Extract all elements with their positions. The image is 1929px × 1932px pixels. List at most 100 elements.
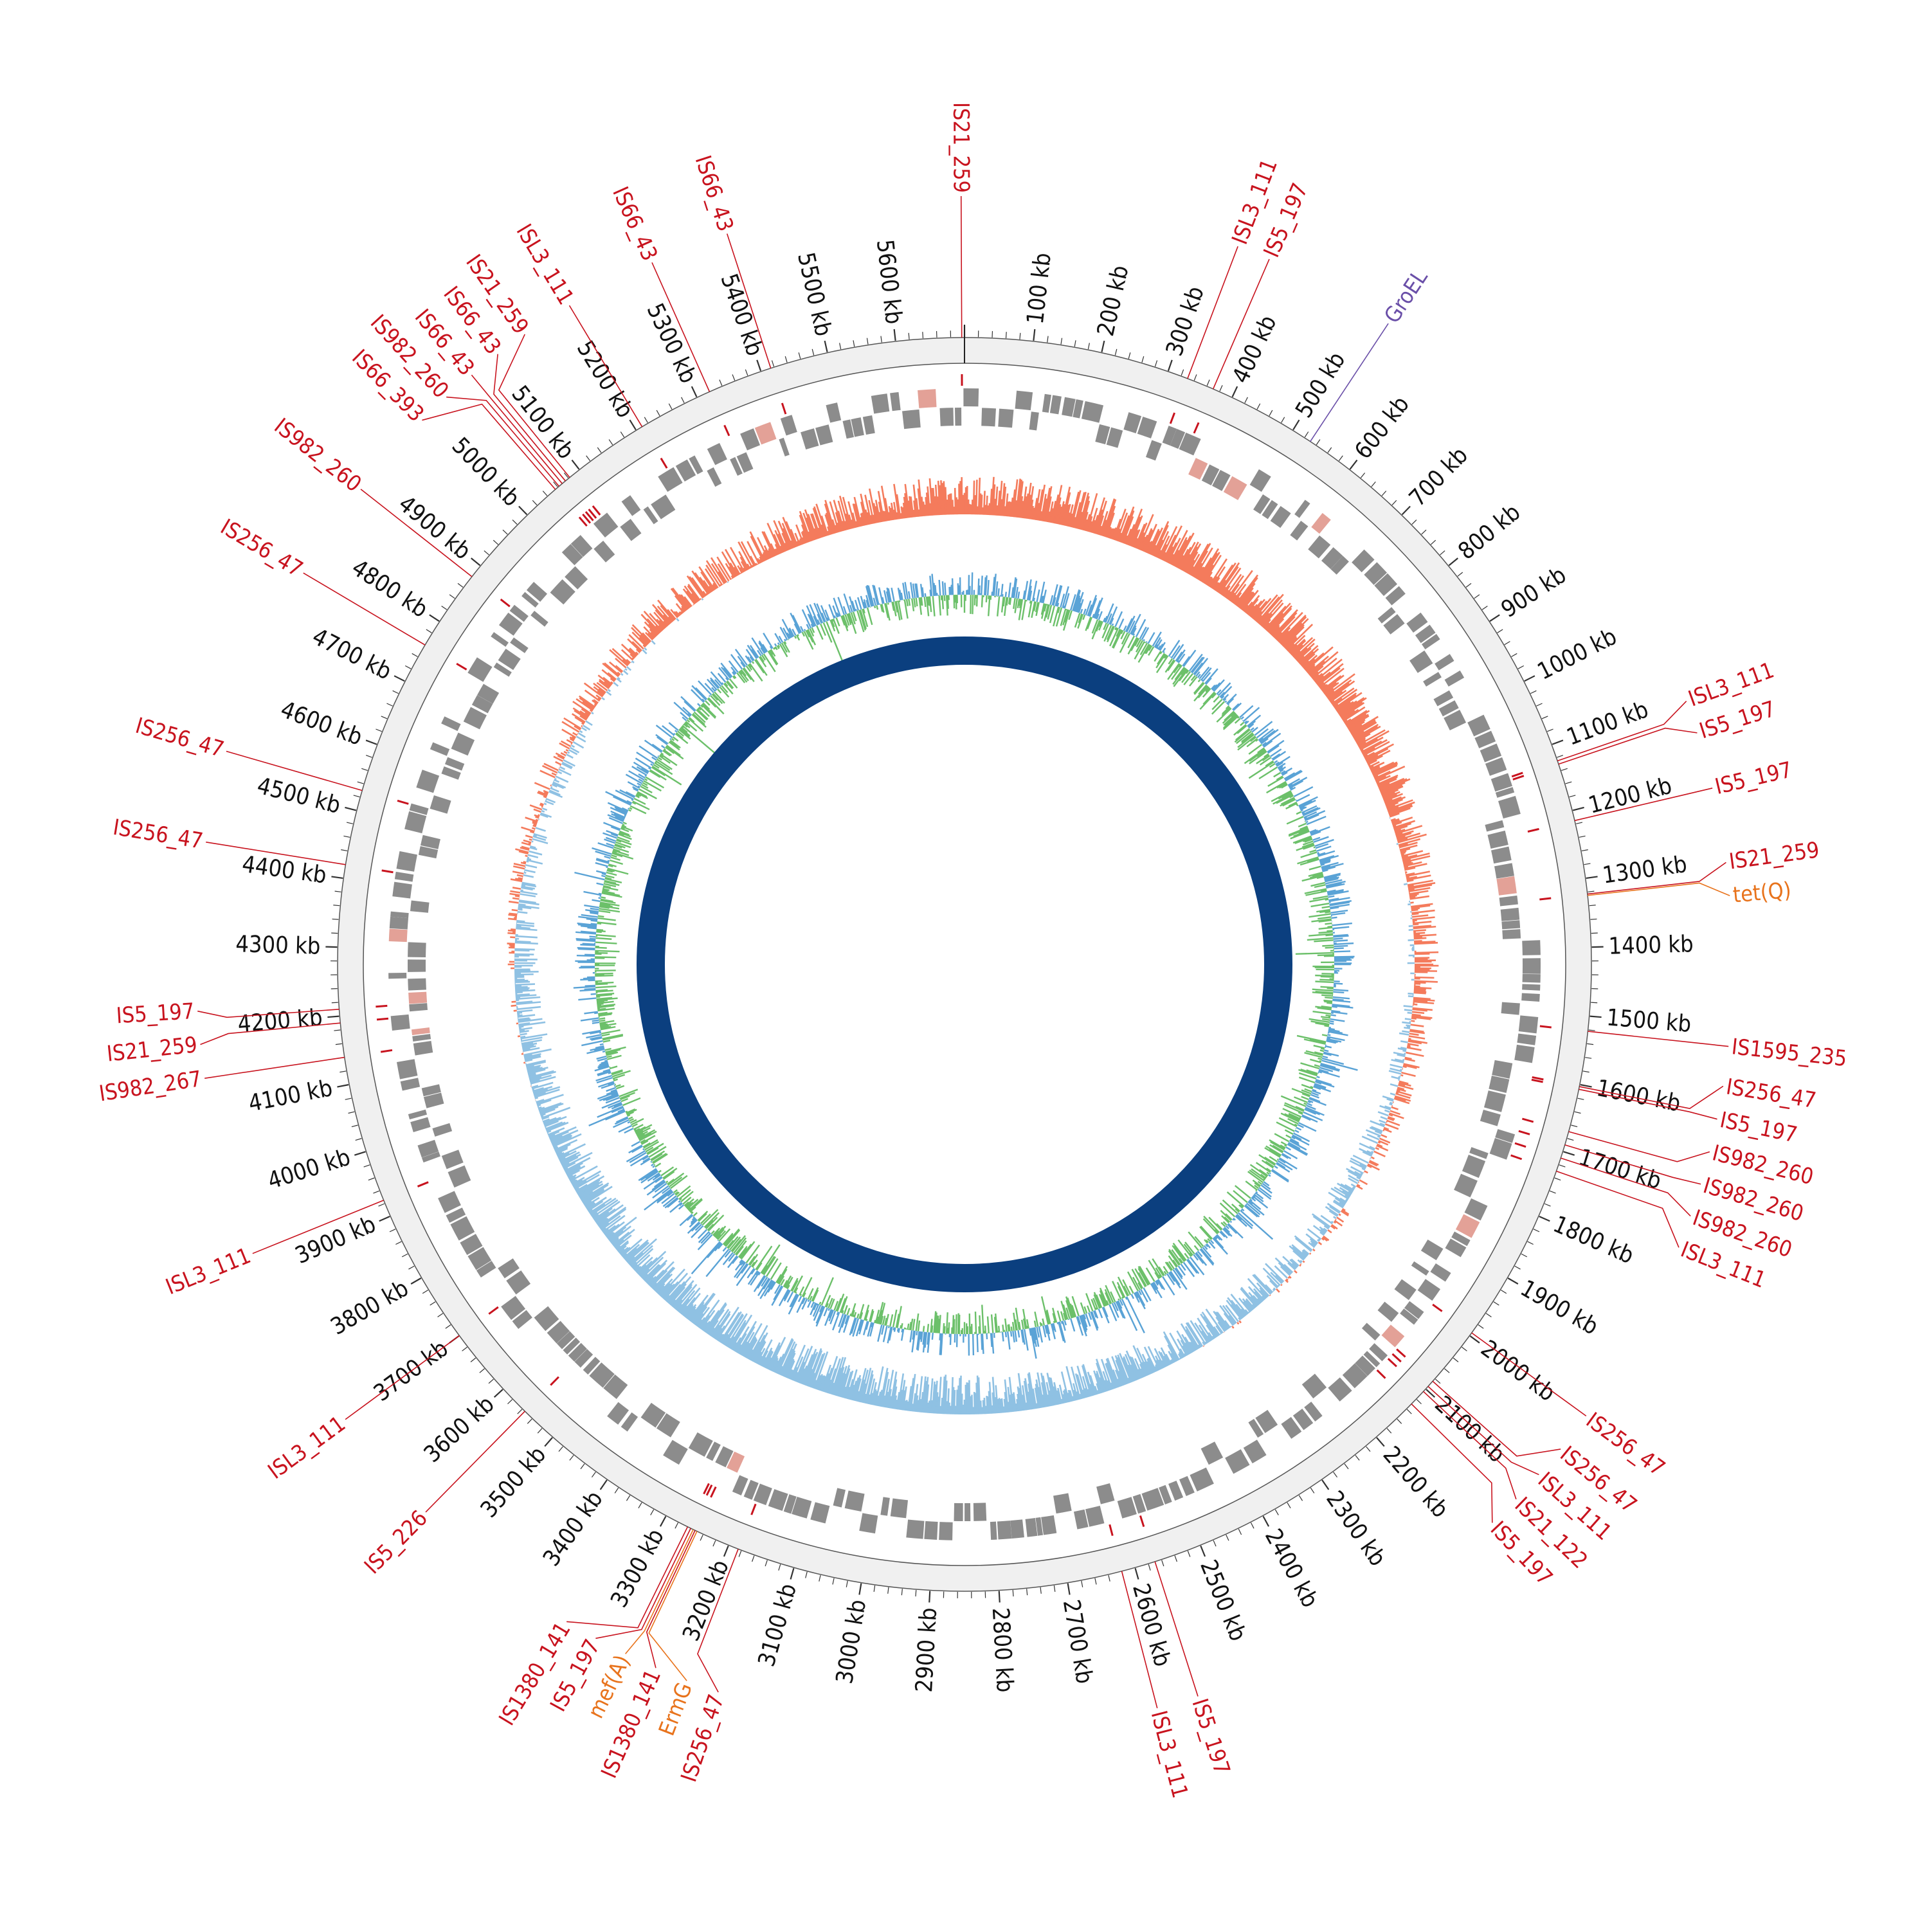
gc-content-bar <box>1170 656 1171 657</box>
minor-tick <box>390 1229 395 1232</box>
minor-tick <box>1568 1139 1574 1141</box>
gc-content-bar <box>592 1020 599 1022</box>
gc-content-bar <box>598 918 616 921</box>
gc-content-bar <box>1200 1226 1212 1239</box>
gc-content-bar <box>1330 910 1348 913</box>
gc-content-bar <box>693 1216 694 1218</box>
gene-block <box>441 716 460 731</box>
minor-tick <box>581 1464 584 1469</box>
minor-tick <box>779 1564 781 1571</box>
gc-content-bar <box>611 855 617 857</box>
gc-skew-bar <box>560 767 565 770</box>
gc-skew-bar <box>1409 1036 1425 1038</box>
major-tick <box>1033 329 1035 341</box>
gene-block <box>810 1502 829 1523</box>
gc-content-bar <box>1037 590 1040 602</box>
gc-content-bar <box>874 606 875 608</box>
minor-tick <box>408 1266 414 1269</box>
gc-content-bar <box>615 1085 620 1087</box>
gc-skew-bar <box>1408 993 1413 994</box>
gc-skew-bar <box>1232 1326 1233 1328</box>
minor-tick <box>1109 1575 1110 1582</box>
gc-content-bar <box>606 1056 611 1058</box>
gc-content-bar <box>604 856 611 858</box>
gene-block <box>891 1499 908 1519</box>
gc-content-bar <box>988 580 989 595</box>
minor-tick <box>1458 572 1463 576</box>
is-element-mark <box>1532 1077 1544 1079</box>
minor-tick <box>1299 1495 1302 1501</box>
major-tick <box>331 876 343 878</box>
gene-block <box>1042 394 1051 413</box>
gene-block <box>939 1522 953 1540</box>
gene-block <box>432 1123 452 1137</box>
gc-content-bar <box>585 910 599 912</box>
minor-tick <box>1372 482 1375 487</box>
tick-label: 3800 kb <box>327 1275 413 1341</box>
gc-content-bar <box>1225 701 1226 702</box>
gc-content-bar <box>1318 917 1331 919</box>
minor-tick <box>518 1409 522 1414</box>
gc-skew-bar <box>516 927 530 928</box>
minor-tick <box>426 629 431 633</box>
gc-content-bar <box>1024 581 1028 600</box>
gc-content-bar <box>705 701 710 705</box>
gc-content-bar <box>1103 1307 1109 1323</box>
gc-content-bar <box>1332 927 1349 929</box>
gc-skew-bar <box>511 929 516 930</box>
gene-block <box>1225 1449 1249 1474</box>
gc-content-bar <box>844 1305 847 1314</box>
minor-tick <box>335 891 341 892</box>
minor-tick <box>1257 404 1260 410</box>
gene-block <box>1491 847 1512 863</box>
gc-content-bar <box>595 957 616 958</box>
gc-skew-bar <box>1378 1142 1381 1143</box>
gc-content-bar <box>1289 777 1307 787</box>
minor-tick <box>1115 349 1116 356</box>
gc-content-bar <box>1018 1330 1019 1337</box>
gc-skew-bar <box>1353 1155 1368 1163</box>
gc-skew-bar <box>1359 1180 1367 1184</box>
gene-block <box>1411 1261 1429 1276</box>
gc-skew-bar <box>509 894 520 895</box>
gene-block <box>707 443 727 465</box>
is-element-mark <box>1519 1131 1530 1134</box>
gc-content-bar <box>1083 609 1085 615</box>
tick-label: 1600 kb <box>1594 1075 1682 1117</box>
is-element-mark <box>397 800 408 804</box>
major-tick <box>354 1151 365 1155</box>
minor-tick <box>1194 374 1197 380</box>
tick-label: 2700 kb <box>1058 1598 1098 1686</box>
minor-tick <box>1047 336 1048 343</box>
gene-block <box>826 402 841 422</box>
gc-skew-bar <box>985 505 986 514</box>
minor-tick <box>1310 1488 1314 1493</box>
gc-skew-bar <box>530 805 542 809</box>
minor-tick <box>615 1488 619 1493</box>
major-tick <box>345 808 356 810</box>
gc-content-bar <box>1301 810 1303 811</box>
gc-content-bar <box>1315 975 1334 976</box>
gc-skew-bar <box>1273 1291 1274 1292</box>
tick-label: 4700 kb <box>308 624 395 685</box>
gene-block <box>1484 1090 1506 1112</box>
gc-content-bar <box>1281 1142 1287 1145</box>
gc-skew-bar <box>524 872 527 873</box>
gc-content-bar <box>878 1324 882 1341</box>
gc-content-bar <box>595 973 613 974</box>
minor-tick <box>379 1204 385 1206</box>
tick-label: 2100 kb <box>1429 1391 1510 1468</box>
gc-content-bar <box>900 1325 901 1328</box>
minor-tick <box>366 755 372 757</box>
gc-content-bar <box>657 737 667 745</box>
gc-content-bar <box>1325 1025 1329 1026</box>
gc-content-bar <box>596 935 616 936</box>
gc-skew-bar <box>529 851 541 854</box>
minor-tick <box>356 1139 362 1141</box>
gc-skew-bar <box>1386 1122 1388 1123</box>
gc-content-bar <box>645 779 648 781</box>
minor-tick <box>1566 782 1572 784</box>
gc-content-bar <box>1304 1103 1307 1105</box>
minor-tick <box>586 456 590 461</box>
minor-tick <box>1142 356 1144 363</box>
